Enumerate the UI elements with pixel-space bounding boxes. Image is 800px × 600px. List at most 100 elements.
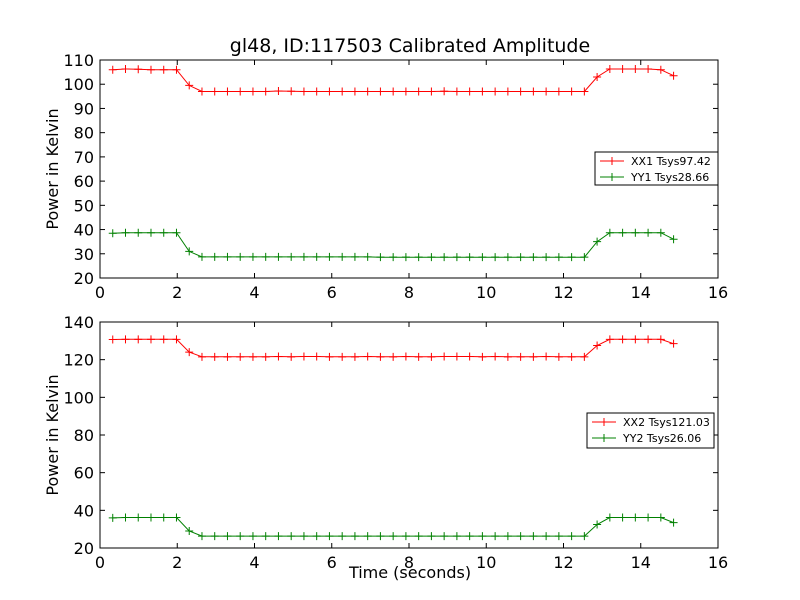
- bottom-legend-marker-1: [600, 418, 608, 426]
- bottom-x-tick-label: 2: [172, 553, 182, 572]
- bottom-series-1-point: [325, 352, 334, 361]
- bottom-legend-label-1: XX2 Tsys121.03: [623, 416, 710, 429]
- bottom-series-1-point: [236, 352, 245, 361]
- bottom-series-2-point: [223, 532, 232, 541]
- bottom-y-tick-label: 20: [74, 539, 94, 558]
- top-series-1-point: [580, 87, 589, 96]
- bottom-series-1-point: [299, 352, 308, 361]
- bottom-series-1-point: [542, 352, 551, 361]
- top-series-2-point: [618, 228, 627, 237]
- bottom-series-2-point: [108, 513, 117, 522]
- bottom-x-tick-label: 6: [327, 553, 337, 572]
- bottom-series-1-point: [401, 352, 410, 361]
- bottom-series-2-point: [542, 532, 551, 541]
- top-series-2-point: [414, 253, 423, 262]
- top-series-1-point: [159, 65, 168, 74]
- bottom-series-1-point: [210, 352, 219, 361]
- top-series-2-point: [427, 253, 436, 262]
- top-series-2-point: [236, 252, 245, 261]
- top-x-tick-label: 12: [553, 283, 573, 302]
- top-series-2-point: [567, 253, 576, 262]
- bottom-series-1-point: [414, 352, 423, 361]
- top-series-1-point: [669, 71, 678, 80]
- top-series-2-point: [440, 253, 449, 262]
- bottom-series-2-point: [210, 532, 219, 541]
- bottom-series-2-point: [172, 513, 181, 522]
- bottom-series-2-point: [134, 513, 143, 522]
- bottom-series-1-point: [159, 335, 168, 344]
- bottom-series-2-point: [312, 532, 321, 541]
- top-series-1-point: [134, 65, 143, 74]
- top-series-1-point: [287, 87, 296, 96]
- top-series-2-point: [580, 253, 589, 262]
- top-series-2-point: [159, 228, 168, 237]
- top-series-2-point: [325, 252, 334, 261]
- top-series-2-point: [146, 228, 155, 237]
- top-series-1-point: [274, 87, 283, 96]
- bottom-legend-label-2: YY2 Tsys26.06: [622, 432, 701, 445]
- top-series-2-point: [210, 252, 219, 261]
- bottom-series-1-point: [274, 352, 283, 361]
- top-series-1-point: [376, 87, 385, 96]
- bottom-y-tick-label: 120: [63, 351, 94, 370]
- bottom-series-1-point: [427, 352, 436, 361]
- top-series-2-point: [261, 252, 270, 261]
- bottom-series-2-point: [529, 532, 538, 541]
- bottom-y-tick-label: 60: [74, 464, 94, 483]
- bottom-series-1-point: [618, 335, 627, 344]
- bottom-series-2-point: [656, 513, 665, 522]
- top-y-tick-label: 110: [63, 51, 94, 70]
- bottom-series-2-point: [644, 513, 653, 522]
- bottom-series-2-point: [236, 532, 245, 541]
- bottom-series-1-point: [478, 352, 487, 361]
- bottom-series-2-point: [414, 532, 423, 541]
- top-y-tick-label: 80: [74, 124, 94, 143]
- bottom-y-tick-label: 140: [63, 313, 94, 332]
- top-series-1-point: [325, 87, 334, 96]
- bottom-series-2-point: [350, 532, 359, 541]
- bottom-series-1-point: [669, 339, 678, 348]
- top-legend-label-1: XX1 Tsys97.42: [631, 155, 711, 168]
- bottom-series-2-point: [185, 527, 194, 536]
- bottom-series-1-point: [146, 335, 155, 344]
- bottom-x-tick-label: 8: [404, 553, 414, 572]
- top-series-1-point: [248, 87, 257, 96]
- bottom-series-2-point: [440, 532, 449, 541]
- bottom-series-1-point: [287, 352, 296, 361]
- bottom-x-tick-label: 12: [553, 553, 573, 572]
- x-axis-label: Time (seconds): [348, 563, 471, 582]
- bottom-series-2-point: [631, 513, 640, 522]
- bottom-series-2-point: [376, 532, 385, 541]
- top-series-1-point: [427, 87, 436, 96]
- bottom-series-2-point: [338, 532, 347, 541]
- bottom-y-tick-label: 100: [63, 388, 94, 407]
- top-series-2-point: [223, 252, 232, 261]
- bottom-x-tick-label: 14: [631, 553, 651, 572]
- top-series-2-point: [338, 252, 347, 261]
- bottom-series-2-point: [516, 532, 525, 541]
- top-series-2-point: [605, 228, 614, 237]
- bottom-series-1-point: [631, 335, 640, 344]
- top-series-1-point: [478, 87, 487, 96]
- bottom-x-tick-label: 0: [95, 553, 105, 572]
- bottom-series-1-point: [312, 352, 321, 361]
- bottom-series-2-point: [452, 532, 461, 541]
- top-y-tick-label: 70: [74, 148, 94, 167]
- bottom-series-1-point: [529, 352, 538, 361]
- top-series-2-point: [312, 252, 321, 261]
- top-subplot: 0 2 4 6 8 10 12 14 16 20 30 40 50 60 70 80 90 100 110 Power…: [43, 51, 728, 302]
- top-x-tick-label: 2: [172, 283, 182, 302]
- top-x-tick-label: 16: [708, 283, 728, 302]
- top-series-1-point: [529, 87, 538, 96]
- bottom-series-1-point: [491, 352, 500, 361]
- top-series-2-point: [134, 228, 143, 237]
- figure-title: gl48, ID:117503 Calibrated Amplitude: [230, 35, 590, 57]
- top-series-2-point: [299, 252, 308, 261]
- bottom-legend-box: [586, 412, 715, 449]
- bottom-series-1-point: [389, 352, 398, 361]
- top-series-1-point: [503, 87, 512, 96]
- top-legend-box: [594, 151, 719, 186]
- top-x-tick-label: 4: [249, 283, 259, 302]
- top-series-2-point: [542, 253, 551, 262]
